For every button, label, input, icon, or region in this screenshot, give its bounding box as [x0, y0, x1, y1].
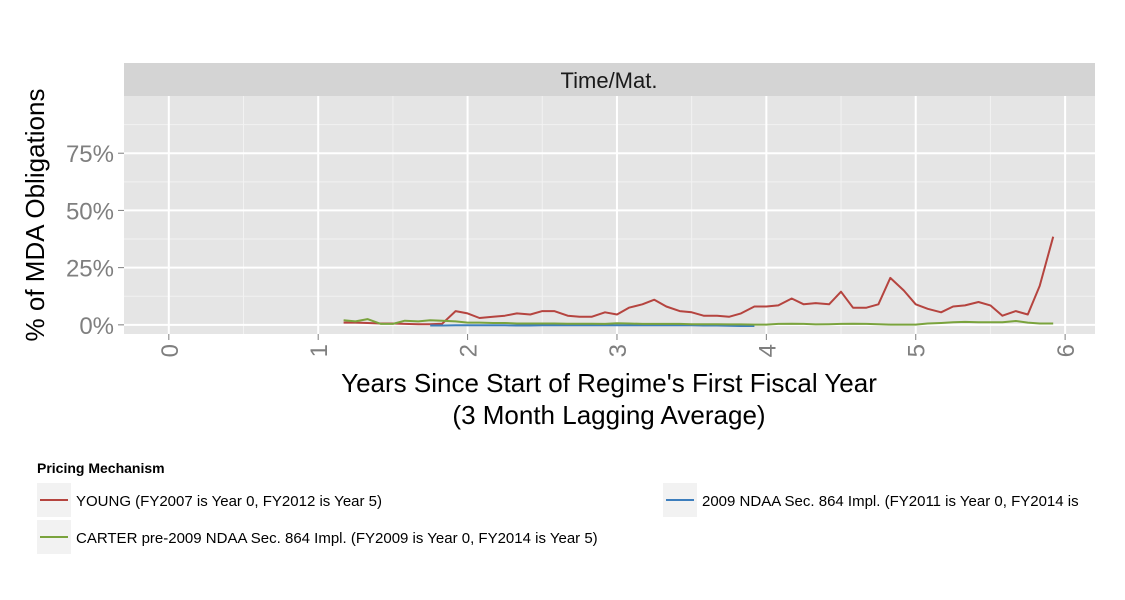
series-line-1: [343, 236, 1055, 326]
plot-panel: [124, 96, 1095, 334]
y-tick-label: 0%: [79, 313, 114, 340]
x-tick-label: 1: [306, 344, 333, 357]
x-axis: 0 1 2 3 4 5 6: [157, 334, 1080, 357]
series-line-3: [343, 318, 1054, 326]
legend: YOUNG (FY2007 is Year 0, FY2012 is Year …: [37, 483, 1079, 554]
x-tick-label: 0: [157, 344, 184, 357]
series-lines: [343, 236, 1055, 327]
facet-strip: [124, 63, 1095, 96]
y-axis-title: % of MDA Obligations: [20, 89, 50, 342]
x-axis-title-line1: Years Since Start of Regime's First Fisc…: [341, 368, 877, 398]
legend-label: CARTER pre-2009 NDAA Sec. 864 Impl. (FY2…: [76, 530, 598, 547]
x-axis-title-line2: (3 Month Lagging Average): [452, 400, 765, 430]
series-line-2: [430, 324, 755, 327]
x-tick-label: 5: [904, 344, 931, 357]
y-tick-label: 25%: [66, 256, 114, 283]
legend-title: Pricing Mechanism: [37, 460, 165, 476]
y-tick-label: 50%: [66, 198, 114, 225]
x-tick-label: 4: [754, 344, 781, 357]
gridlines: [124, 96, 1095, 334]
x-tick-label: 3: [605, 344, 632, 357]
legend-label: YOUNG (FY2007 is Year 0, FY2012 is Year …: [76, 493, 382, 510]
x-tick-label: 2: [456, 344, 483, 357]
y-axis: 0% 25% 50% 75%: [66, 141, 124, 340]
x-tick-label: 6: [1053, 344, 1080, 357]
facet-strip-label: Time/Mat.: [561, 68, 658, 93]
legend-label: 2009 NDAA Sec. 864 Impl. (FY2011 is Year…: [702, 493, 1079, 510]
y-tick-label: 75%: [66, 141, 114, 168]
